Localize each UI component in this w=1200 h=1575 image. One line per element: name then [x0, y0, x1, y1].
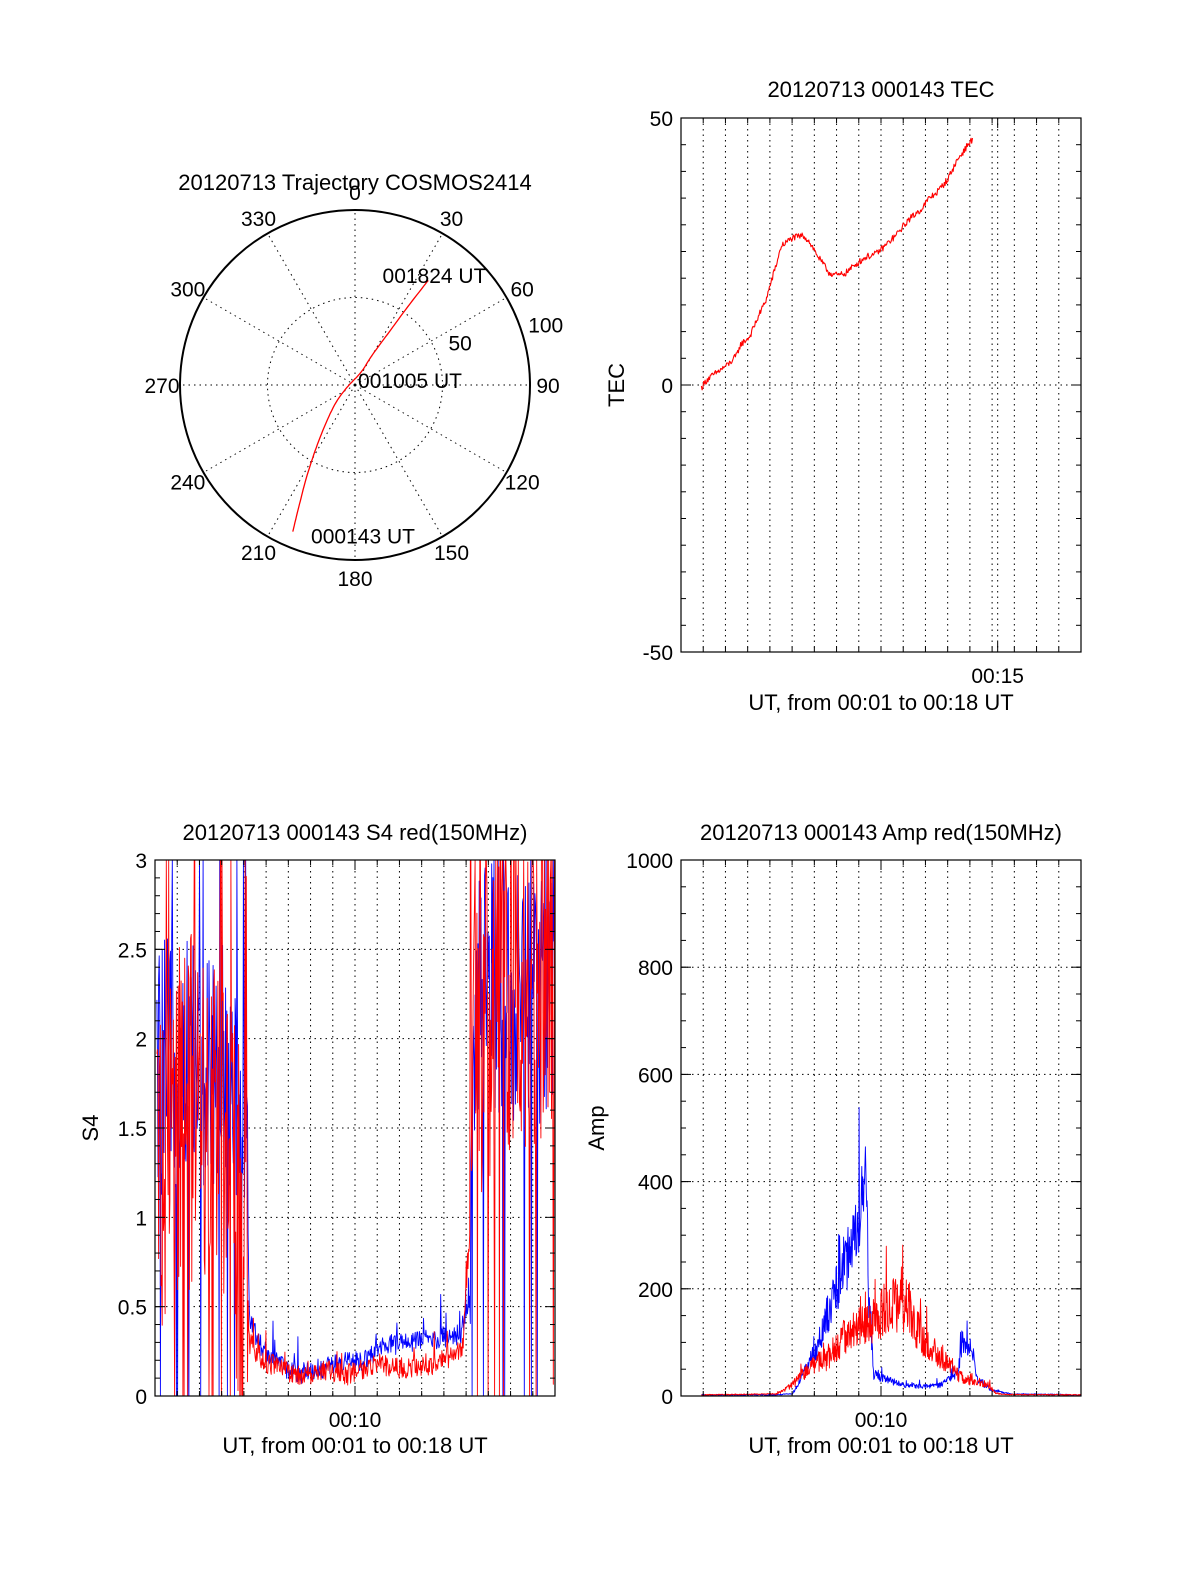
polar-title: 20120713 Trajectory COSMOS2414 [178, 170, 531, 195]
polar-azimuth-label: 60 [510, 279, 533, 302]
polar-grid-circle-50 [267, 297, 443, 473]
tec-ytick-label: 50 [650, 108, 673, 131]
polar-azimuth-labels: 0 30 60 90 120 150 180 210 240 270 300 330 [144, 182, 559, 591]
polar-spoke [203, 384, 356, 473]
polar-azimuth-label: 240 [170, 472, 205, 495]
amp-xlabel: UT, from 00:01 to 00:18 UT [748, 1433, 1013, 1458]
s4-series [156, 859, 555, 1397]
s4-ytick-label: 2.5 [118, 939, 147, 962]
tec-ticks: -50 0 50 00:15 [643, 108, 1081, 688]
amp-ytick-label: 400 [638, 1172, 673, 1195]
amp-title: 20120713 000143 Amp red(150MHz) [700, 820, 1062, 845]
s4-ytick-label: 1 [135, 1207, 147, 1230]
amp-ytick-label: 0 [661, 1386, 673, 1409]
polar-trajectory-trace [292, 279, 429, 532]
amp-panel: 20120713 000143 Amp red(150MHz) 0 200 400 6… [584, 820, 1082, 1458]
s4-ytick-label: 0.5 [118, 1297, 147, 1320]
s4-title: 20120713 000143 S4 red(150MHz) [183, 820, 528, 845]
polar-trajectory-line [292, 279, 429, 532]
tec-ytick-label: -50 [643, 642, 673, 665]
polar-grid [179, 209, 531, 561]
tec-plot-frame [680, 117, 1082, 653]
tec-ylabel: TEC [604, 363, 629, 407]
polar-spoke [354, 384, 443, 537]
tec-ytick-label: 0 [661, 375, 673, 398]
s4-series-line [156, 859, 555, 1397]
tec-series-line [700, 137, 974, 391]
s4-xlabel: UT, from 00:01 to 00:18 UT [222, 1433, 487, 1458]
amp-series-line [701, 1106, 1082, 1396]
polar-azimuth-label: 30 [440, 208, 463, 231]
amp-series [701, 1106, 1082, 1396]
polar-azimuth-label: 150 [434, 542, 469, 565]
tec-series [700, 137, 974, 391]
polar-radial-label: 100 [528, 314, 563, 337]
s4-ylabel: S4 [78, 1115, 103, 1142]
polar-time-annotation: 000143 UT [311, 526, 415, 549]
polar-azimuth-label: 300 [170, 279, 205, 302]
tec-xtick-label: 00:15 [971, 665, 1024, 688]
amp-ytick-label: 200 [638, 1279, 673, 1302]
polar-azimuth-label: 90 [536, 375, 559, 398]
amp-ytick-label: 600 [638, 1064, 673, 1087]
tec-grid [681, 118, 1081, 652]
polar-trajectory-panel: 20120713 Trajectory COSMOS2414 0 30 60 90 12… [144, 170, 563, 591]
polar-azimuth-label: 330 [241, 208, 276, 231]
tec-panel: 20120713 000143 TEC -50 0 50 00:15 TEC UT, … [604, 77, 1082, 715]
polar-outer-circle [179, 209, 531, 561]
s4-ticks: 0 0.5 1 1.5 2 2.5 3 00:10 [118, 850, 555, 1432]
s4-xtick-label: 00:10 [329, 1409, 382, 1432]
polar-radial-label: 50 [448, 333, 471, 356]
amp-ytick-label: 1000 [626, 850, 673, 873]
polar-radial-labels: 50 100 [448, 314, 563, 355]
amp-xtick-label: 00:10 [855, 1409, 908, 1432]
polar-spoke [267, 233, 356, 386]
polar-spoke [354, 384, 507, 473]
polar-azimuth-label: 270 [144, 375, 179, 398]
s4-panel: 20120713 000143 S4 red(150MHz) 0 0.5 1 1.5 2… [78, 820, 556, 1458]
s4-ytick-label: 3 [135, 850, 147, 873]
polar-annotations: 001824 UT 001005 UT 000143 UT [311, 265, 487, 549]
tec-title: 20120713 000143 TEC [767, 77, 994, 102]
polar-time-annotation: 001824 UT [383, 265, 487, 288]
polar-azimuth-label: 0 [349, 182, 361, 205]
s4-ytick-label: 1.5 [118, 1118, 147, 1141]
s4-ytick-label: 0 [135, 1386, 147, 1409]
amp-ylabel: Amp [584, 1105, 609, 1150]
s4-ytick-label: 2 [135, 1029, 147, 1052]
tec-xlabel: UT, from 00:01 to 00:18 UT [748, 690, 1013, 715]
amp-ytick-label: 800 [638, 957, 673, 980]
amp-series-line [701, 1244, 1081, 1396]
polar-azimuth-label: 180 [337, 568, 372, 591]
polar-azimuth-label: 210 [241, 542, 276, 565]
amp-ticks: 0 200 400 600 800 1000 00:10 [626, 850, 1081, 1432]
polar-azimuth-label: 120 [505, 472, 540, 495]
polar-time-annotation: 001005 UT [358, 370, 462, 393]
